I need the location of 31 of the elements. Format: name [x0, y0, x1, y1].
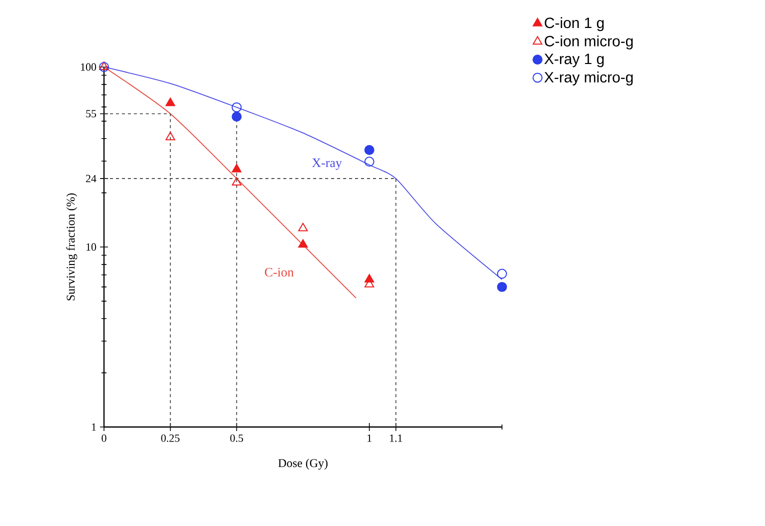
point	[497, 268, 507, 279]
y-tick-label: 10	[86, 243, 96, 251]
point	[166, 132, 176, 140]
point	[232, 112, 242, 122]
annotation: C-ion	[264, 268, 294, 277]
point	[364, 156, 374, 167]
legend-label: C-ion micro-g	[544, 35, 633, 50]
x-tick-label: 0.25	[161, 434, 180, 442]
x-axis-title: Dose (Gy)	[278, 458, 328, 470]
point	[298, 239, 308, 248]
point	[298, 222, 308, 232]
annotation: X-ray	[312, 158, 342, 170]
x-tick-label: 0	[102, 434, 106, 442]
line-series	[104, 66, 357, 299]
y-tick-label: 100	[81, 63, 96, 71]
y-tick-label: 24	[86, 174, 96, 182]
x-tick-label: 1.1	[390, 434, 402, 442]
legend-label: C-ion 1 g	[544, 17, 604, 32]
point	[232, 177, 242, 186]
legend-label: X-ray 1 g	[544, 54, 604, 68]
x-tick-label: 1	[368, 434, 372, 442]
point	[364, 144, 374, 155]
y-tick-label: 55	[86, 110, 96, 118]
y-tick-label: 1	[92, 423, 96, 431]
point	[497, 282, 507, 292]
legend-label: X-ray micro-g	[544, 72, 633, 86]
point	[232, 164, 242, 172]
point	[166, 98, 176, 106]
y-axis-title: Surviving fraction (%)	[66, 193, 78, 300]
x-tick-label: 0.5	[230, 434, 244, 442]
point	[232, 102, 242, 112]
